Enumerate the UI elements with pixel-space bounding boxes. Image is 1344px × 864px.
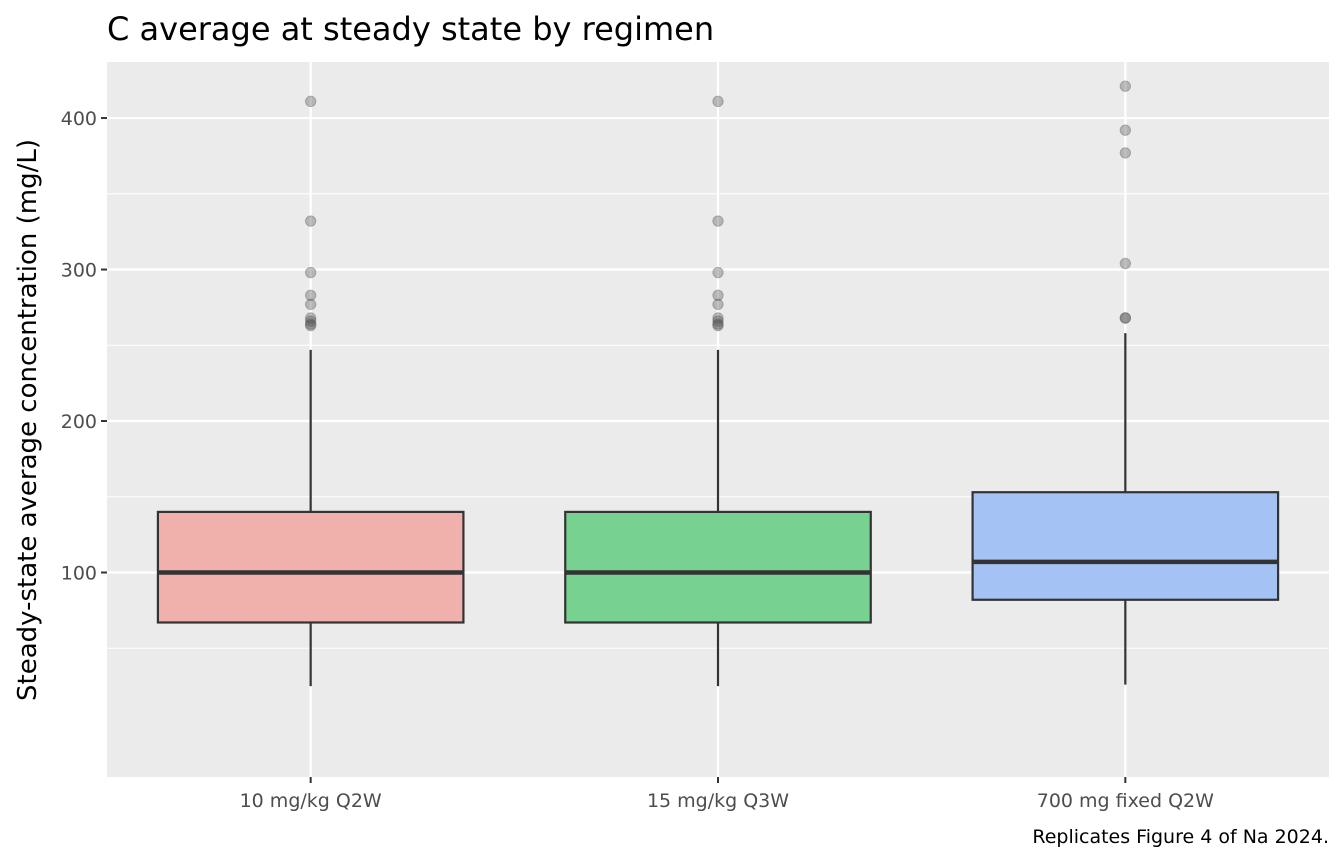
outlier-point: [712, 266, 724, 279]
boxes-layer: [156, 80, 1280, 687]
box-group-3: [971, 80, 1280, 685]
outlier-point: [304, 312, 317, 324]
outlier-point: [712, 298, 724, 311]
outlier-point: [712, 95, 724, 108]
outlier-point: [712, 319, 724, 332]
outlier-point: [1119, 124, 1132, 136]
x-tick-label: 10 mg/kg Q2W: [240, 790, 382, 812]
y-axis: 100 200 300 400: [61, 108, 107, 584]
outlier-point: [712, 289, 724, 301]
y-tick-label: 300: [61, 260, 97, 282]
outlier-point: [712, 312, 724, 324]
outlier-point: [1119, 312, 1132, 324]
outlier-point: [1119, 257, 1132, 270]
box-group-1: [156, 95, 465, 687]
box-iqr: [564, 510, 872, 624]
outlier-point: [304, 95, 317, 108]
x-tick-label: 15 mg/kg Q3W: [647, 790, 789, 812]
box-iqr: [971, 491, 1280, 601]
outlier-point: [304, 289, 317, 301]
outlier-point: [304, 215, 317, 227]
y-tick-label: 100: [61, 562, 97, 584]
chart-title: C average at steady state by regimen: [107, 10, 714, 48]
outlier-point: [304, 298, 317, 311]
outlier-point: [304, 266, 317, 279]
outlier-point: [1119, 80, 1132, 92]
outlier-point: [712, 215, 724, 227]
outlier-point: [1119, 147, 1132, 159]
outlier-point: [304, 315, 317, 327]
x-tick-label: 700 mg fixed Q2W: [1037, 790, 1214, 812]
box-iqr: [156, 510, 465, 624]
chart-caption: Replicates Figure 4 of Na 2024.: [1032, 826, 1329, 848]
outlier-point: [304, 319, 317, 332]
outlier-point: [712, 318, 724, 330]
outlier-point: [304, 318, 317, 330]
box-group-2: [564, 95, 872, 687]
y-axis-label: Steady-state average concentration (mg/L…: [13, 139, 43, 701]
x-axis: 10 mg/kg Q2W 15 mg/kg Q3W 700 mg fixed Q2W: [240, 777, 1214, 812]
outlier-point: [712, 315, 724, 327]
y-tick-label: 400: [61, 108, 97, 130]
outlier-point: [1119, 312, 1132, 324]
y-tick-label: 200: [61, 411, 97, 433]
